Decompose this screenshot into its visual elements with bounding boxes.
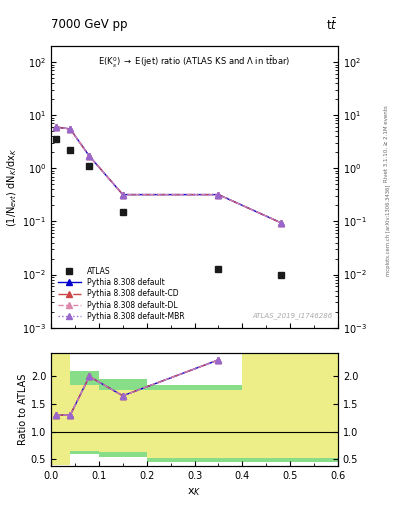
Legend: ATLAS, Pythia 8.308 default, Pythia 8.308 default-CD, Pythia 8.308 default-DL, P: ATLAS, Pythia 8.308 default, Pythia 8.30… xyxy=(55,264,188,324)
Text: E(K$_s^0$) $\rightarrow$ E(jet) ratio (ATLAS KS and $\Lambda$ in t$\bar{t}$bar): E(K$_s^0$) $\rightarrow$ E(jet) ratio (A… xyxy=(98,55,291,70)
Line: ATLAS: ATLAS xyxy=(52,136,284,278)
Text: t$\bar{t}$: t$\bar{t}$ xyxy=(327,18,338,33)
Text: mcplots.cern.ch [arXiv:1306.3436]: mcplots.cern.ch [arXiv:1306.3436] xyxy=(386,185,391,276)
ATLAS xyxy=(120,209,125,215)
Y-axis label: Ratio to ATLAS: Ratio to ATLAS xyxy=(18,374,28,445)
Polygon shape xyxy=(51,354,338,465)
ATLAS xyxy=(68,147,73,153)
ATLAS xyxy=(87,163,92,169)
ATLAS xyxy=(278,271,283,278)
ATLAS xyxy=(216,265,221,271)
Text: ATLAS_2019_I1746286: ATLAS_2019_I1746286 xyxy=(252,312,332,319)
Polygon shape xyxy=(51,354,338,465)
Text: Rivet 3.1.10, ≥ 2.1M events: Rivet 3.1.10, ≥ 2.1M events xyxy=(384,105,389,182)
ATLAS xyxy=(53,136,58,142)
X-axis label: x$_K$: x$_K$ xyxy=(187,486,202,498)
Y-axis label: (1/N$_{evt}$) dN$_K$/dx$_K$: (1/N$_{evt}$) dN$_K$/dx$_K$ xyxy=(6,147,20,227)
Text: 7000 GeV pp: 7000 GeV pp xyxy=(51,18,128,31)
